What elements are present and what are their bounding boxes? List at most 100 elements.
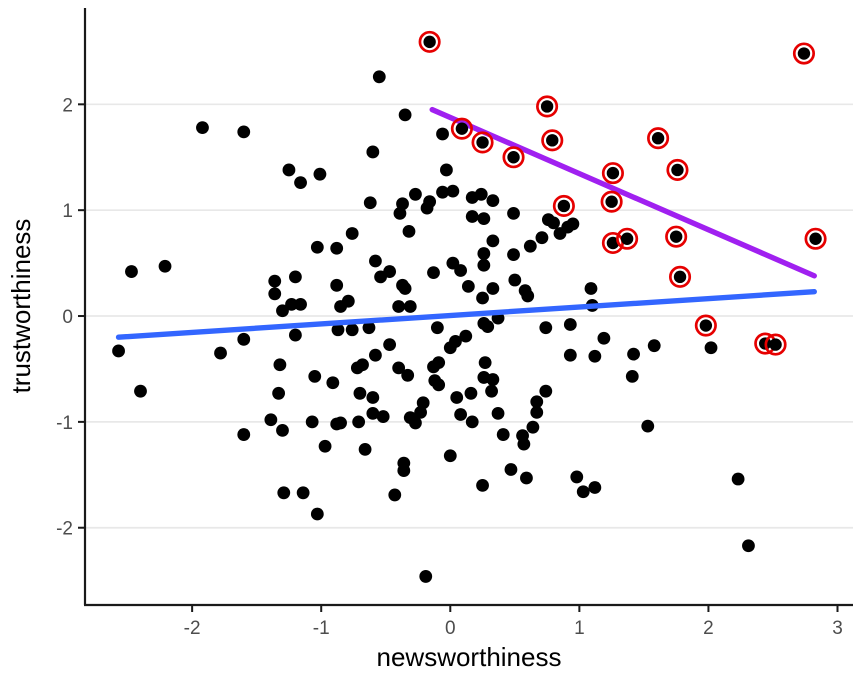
data-point [366, 391, 380, 404]
data-point [507, 248, 520, 262]
data-point [268, 274, 282, 288]
data-point [454, 264, 468, 277]
data-point [491, 407, 505, 420]
data-point [588, 481, 602, 494]
data-point [539, 321, 553, 335]
data-point [647, 339, 661, 353]
data-point [196, 121, 209, 135]
y-axis-title: trustworthiness [6, 219, 36, 394]
data-point [477, 371, 491, 384]
data-point [414, 405, 427, 419]
data-point [366, 407, 380, 420]
y-tick-label: 0 [62, 307, 73, 328]
selected-data-point [606, 166, 620, 180]
data-point [294, 176, 307, 190]
selected-data-point [557, 199, 571, 213]
data-point [398, 282, 412, 295]
data-point [276, 423, 289, 437]
data-point [402, 224, 416, 238]
data-point [627, 347, 640, 361]
data-point [517, 437, 531, 451]
data-point [742, 539, 755, 553]
data-point [641, 419, 655, 433]
x-tick-label: -2 [184, 618, 201, 639]
data-point [496, 428, 510, 441]
data-point [350, 361, 364, 375]
data-point [504, 463, 518, 476]
data-point [478, 356, 492, 370]
x-tick-label: 1 [574, 618, 585, 639]
y-tick-label: -2 [56, 519, 73, 540]
data-point [459, 329, 473, 343]
data-point [731, 472, 745, 486]
data-point [362, 321, 376, 335]
data-point [443, 341, 457, 355]
red-ring-icon [792, 42, 816, 65]
x-tick-label: -1 [313, 618, 330, 639]
selected-data-point [476, 136, 489, 149]
data-point [584, 282, 598, 295]
selected-data-point [605, 195, 618, 208]
selected-data-point [769, 338, 782, 351]
data-point [485, 384, 498, 398]
data-point [388, 488, 402, 502]
red-ring-icon [665, 225, 688, 248]
data-point [352, 415, 366, 429]
selected-data-point [699, 319, 713, 332]
data-point [474, 187, 488, 201]
data-point [476, 478, 489, 492]
data-point [465, 210, 479, 223]
data-point [547, 216, 560, 230]
data-point [358, 442, 372, 456]
y-tick-label: 1 [62, 201, 73, 222]
selected-data-point [606, 236, 620, 250]
data-point [264, 413, 278, 427]
red-ring-icon [600, 190, 623, 213]
data-point [326, 376, 340, 390]
data-point [430, 321, 444, 335]
selected-data-point [546, 134, 559, 147]
data-point [486, 234, 500, 248]
data-point [237, 125, 251, 139]
red-ring-icon [450, 117, 473, 140]
data-point [520, 471, 533, 485]
data-point [392, 300, 406, 313]
data-point [625, 369, 639, 383]
red-ring-icon [471, 131, 494, 154]
data-point [436, 185, 449, 199]
data-point [369, 348, 382, 362]
selected-data-point [797, 47, 811, 60]
red-ring-icon [536, 95, 559, 118]
x-tick-label: 0 [445, 618, 456, 639]
data-point [330, 278, 344, 292]
data-point [112, 344, 125, 358]
data-point [369, 254, 382, 268]
red-ring-icon [804, 227, 827, 250]
data-point [288, 328, 302, 342]
data-point [345, 227, 359, 240]
data-point [372, 70, 386, 84]
data-point [277, 486, 291, 500]
data-point [288, 270, 302, 284]
data-point [383, 338, 397, 352]
data-point [363, 196, 377, 210]
data-point [477, 247, 491, 260]
data-point [443, 449, 457, 463]
data-point [563, 348, 577, 362]
x-axis-title: newsworthiness [377, 642, 562, 672]
data-point [268, 287, 282, 301]
data-point [409, 187, 422, 201]
data-point [507, 206, 520, 220]
red-ring-icon [541, 129, 564, 152]
data-point [521, 289, 535, 303]
data-point [276, 304, 289, 318]
data-point [526, 420, 540, 434]
data-point [158, 259, 172, 273]
data-point [597, 331, 611, 345]
data-point [454, 408, 468, 421]
data-point [446, 184, 460, 198]
data-point [294, 297, 307, 311]
selected-data-point [669, 230, 683, 243]
